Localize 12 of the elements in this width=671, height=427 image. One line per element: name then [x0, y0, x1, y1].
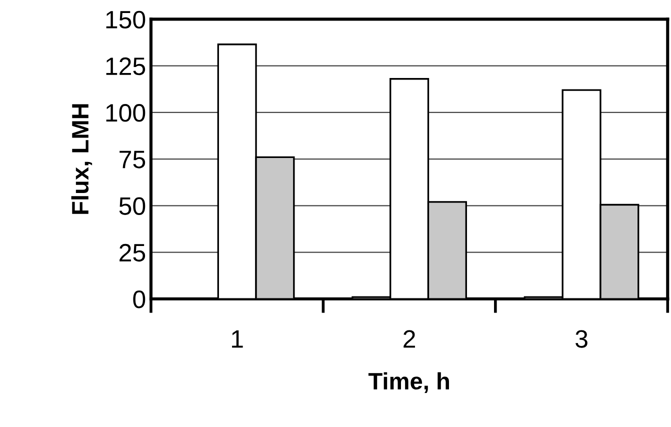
x-tick-label: 3 [576, 330, 588, 348]
x-tick-label: 1 [232, 330, 243, 348]
y-axis-title: Flux, LMH [71, 104, 92, 214]
x-axis-title: Time, h [368, 372, 449, 393]
y-tick-label: 25 [120, 244, 146, 262]
x-tick-label: 2 [404, 330, 416, 348]
y-tick-label: 125 [106, 57, 146, 76]
y-tick-label: 50 [119, 197, 146, 215]
y-tick-label: 150 [106, 10, 146, 29]
y-tick-label: 75 [120, 150, 146, 168]
y-tick-label: 100 [106, 104, 146, 122]
y-tick-label: 0 [133, 290, 146, 308]
